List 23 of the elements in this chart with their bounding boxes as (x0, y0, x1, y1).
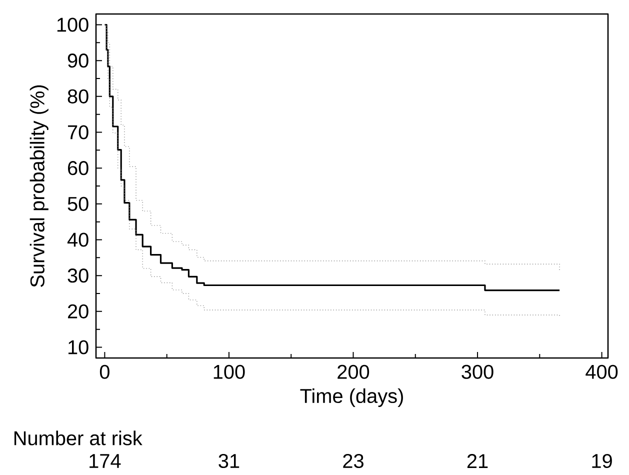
x-tick-label: 400 (586, 364, 618, 380)
x-tick-label: 300 (462, 364, 494, 380)
text: 21 (467, 454, 488, 468)
x-axis-title: Time (days) (300, 388, 403, 408)
x-tick-label: 100 (214, 364, 245, 380)
y-tick-label: 50 (68, 197, 88, 212)
y-tick-label: 70 (68, 125, 88, 140)
y-tick-label: 30 (68, 268, 88, 283)
x-tick-label: 200 (338, 364, 370, 380)
text: 23 (343, 454, 364, 468)
text: 174 (90, 454, 121, 468)
y-axis-title: Survival probability (%) (30, 86, 48, 288)
text: 19 (592, 454, 612, 468)
y-tick-label: 60 (68, 161, 88, 176)
text: Number at risk (14, 430, 142, 446)
y-tick-label: 90 (68, 54, 88, 68)
y-tick-label: 20 (68, 304, 88, 319)
y-tick-label: 40 (67, 232, 88, 247)
y-tick-label: 10 (68, 340, 88, 354)
y-tick-label: 100 (57, 18, 88, 32)
y-tick-label: 80 (68, 90, 88, 104)
x-tick-label: 0 (100, 364, 110, 380)
text: 31 (218, 454, 240, 468)
